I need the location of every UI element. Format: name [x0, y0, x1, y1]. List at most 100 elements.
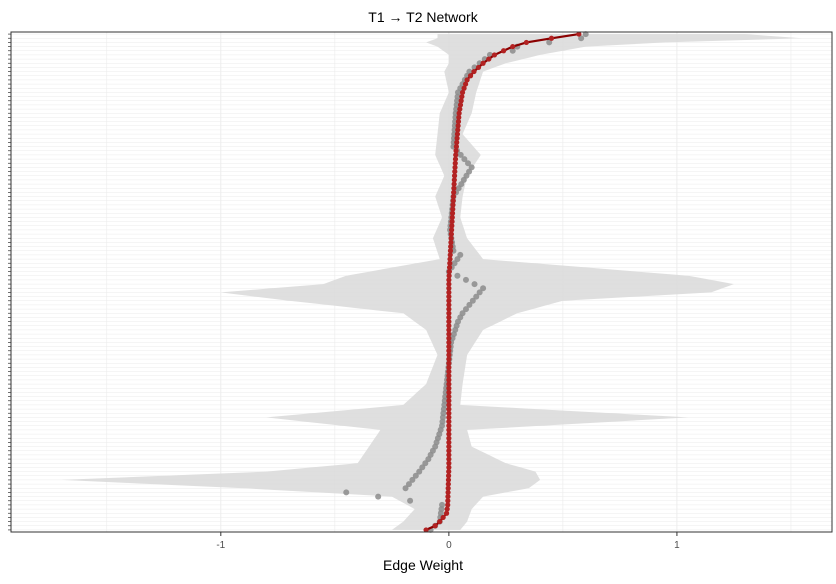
bootstrap-mean-point — [471, 281, 478, 288]
sample-point — [458, 98, 464, 104]
sample-point — [450, 202, 456, 208]
bootstrap-mean-point — [465, 160, 472, 167]
sample-point — [445, 477, 452, 483]
plot-panel: -1 0 1 — [8, 31, 833, 551]
sample-point — [446, 389, 452, 396]
sample-point — [450, 198, 456, 204]
bootstrap-mean-point — [469, 297, 476, 304]
sample-point — [446, 452, 452, 458]
sample-point — [491, 52, 498, 58]
bootstrap-mean-point — [412, 472, 419, 479]
sample-point — [446, 398, 452, 404]
sample-point — [455, 123, 461, 129]
sample-point — [446, 289, 452, 296]
bootstrap-mean-point — [476, 289, 483, 296]
sample-point — [446, 385, 452, 391]
sample-point — [456, 110, 462, 116]
sample-point — [446, 427, 452, 433]
bootstrap-mean-point — [409, 476, 416, 483]
sample-point — [471, 68, 477, 75]
sample-point — [455, 118, 462, 125]
sample-point — [446, 402, 452, 408]
sample-point — [446, 464, 452, 471]
sample-point — [446, 393, 452, 400]
sample-point — [448, 231, 454, 237]
sample-point — [446, 298, 452, 304]
sample-point — [454, 135, 460, 141]
sample-point — [446, 406, 452, 412]
bootstrap-mean-point — [578, 35, 585, 42]
sample-point — [452, 164, 458, 171]
bootstrap-mean-point — [407, 497, 414, 504]
sample-point — [446, 448, 452, 454]
sample-point — [432, 523, 438, 529]
sample-point — [440, 514, 446, 521]
sample-point — [452, 160, 458, 166]
sample-point — [523, 39, 530, 46]
bootstrap-mean-point — [473, 293, 480, 300]
sample-point — [445, 485, 451, 491]
sample-point — [576, 31, 582, 37]
sample-point — [459, 89, 466, 96]
sample-point — [446, 352, 452, 358]
sample-point — [451, 189, 457, 196]
sample-point — [456, 114, 462, 121]
sample-point — [446, 285, 452, 291]
bootstrap-mean-point — [461, 156, 468, 163]
sample-point — [453, 148, 459, 154]
panel-border — [10, 31, 833, 533]
bootstrap-mean-point — [405, 481, 412, 488]
sample-point — [446, 273, 452, 279]
sample-point — [447, 252, 453, 258]
sample-point — [448, 235, 454, 241]
sample-point — [446, 373, 452, 379]
sample-point — [447, 248, 454, 254]
bootstrap-mean-point — [462, 306, 469, 313]
confidence-band — [61, 34, 803, 530]
x-tick-label: -1 — [216, 540, 225, 551]
bootstrap-mean-point — [509, 47, 516, 54]
sample-point — [449, 214, 455, 221]
sample-point — [446, 335, 452, 341]
sample-point — [446, 331, 452, 337]
sample-point — [446, 327, 452, 333]
sample-point — [453, 152, 459, 158]
bootstrap-mean-point — [462, 276, 469, 283]
sample-point — [450, 193, 457, 200]
sample-point — [453, 143, 459, 150]
bootstrap-mean-point — [425, 456, 432, 463]
x-tick-label: 1 — [674, 540, 680, 551]
sample-point — [451, 181, 457, 187]
sample-point — [445, 502, 451, 508]
sample-point — [446, 443, 452, 450]
bootstrap-mean-point — [582, 31, 589, 38]
sample-point — [451, 177, 457, 183]
bootstrap-mean-point — [375, 493, 382, 500]
sample-point — [462, 81, 469, 87]
sample-point — [449, 218, 455, 225]
sample-point — [449, 210, 456, 216]
sample-point — [445, 489, 451, 496]
sample-point — [446, 435, 452, 441]
sample-point — [480, 60, 486, 66]
sample-point — [451, 185, 457, 191]
sample-point — [446, 423, 452, 429]
sample-point — [467, 73, 474, 79]
sample-point — [464, 77, 470, 83]
sample-point — [457, 102, 464, 108]
sample-point — [548, 35, 555, 41]
sample-point — [437, 518, 443, 525]
bootstrap-mean-point — [343, 489, 350, 496]
chart-title: T1 → T2 Network — [368, 9, 478, 25]
sample-point — [446, 468, 452, 475]
bootstrap-mean-point — [454, 272, 461, 279]
sample-point — [446, 431, 452, 437]
sample-point — [510, 43, 516, 50]
sample-point — [446, 293, 452, 300]
sample-point — [446, 277, 452, 283]
sample-point — [446, 360, 452, 366]
sample-point — [446, 343, 452, 350]
sample-point — [450, 206, 456, 212]
bootstrap-mean-point — [402, 485, 409, 492]
sample-point — [446, 381, 452, 387]
